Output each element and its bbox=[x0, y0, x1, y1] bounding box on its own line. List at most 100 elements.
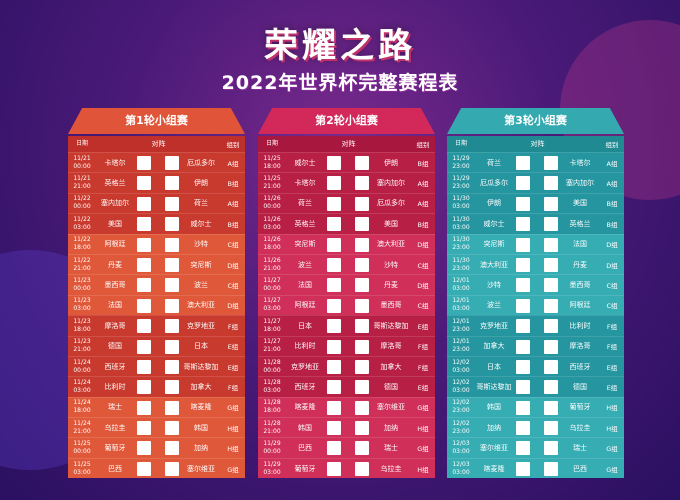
home-team: 葡萄牙 bbox=[104, 444, 126, 453]
home-team: 沙特 bbox=[487, 281, 501, 290]
match-time: 23:00 bbox=[452, 183, 470, 191]
away-team: 加纳 bbox=[384, 423, 398, 432]
score-box bbox=[544, 380, 558, 395]
away-team: 威尔士 bbox=[190, 219, 212, 228]
match-datetime: 11/30 03:00 bbox=[447, 195, 475, 211]
match-datetime: 11/26 00:00 bbox=[258, 195, 286, 211]
match-row: 12/01 23:00 克罗地亚 比利时 F组 bbox=[447, 315, 624, 336]
match-datetime: 11/27 00:00 bbox=[258, 277, 286, 293]
match-time: 03:00 bbox=[452, 223, 470, 231]
home-team: 瑞士 bbox=[108, 403, 122, 412]
match-datetime: 11/24 03:00 bbox=[68, 379, 96, 395]
score-box bbox=[544, 257, 558, 272]
match-group: H组 bbox=[606, 424, 618, 433]
home-team: 韩国 bbox=[298, 423, 312, 432]
match-row: 11/23 21:00 德国 日本 E组 bbox=[68, 335, 245, 356]
score-box bbox=[516, 400, 530, 415]
score-box bbox=[544, 339, 558, 354]
match-group: E组 bbox=[417, 383, 429, 392]
score-box bbox=[165, 176, 179, 191]
match-time: 00:00 bbox=[263, 366, 281, 374]
match-group: D组 bbox=[417, 282, 429, 291]
match-time: 23:00 bbox=[452, 244, 470, 252]
home-team: 荷兰 bbox=[487, 158, 501, 167]
home-team: 喀麦隆 bbox=[294, 403, 316, 412]
match-group: G组 bbox=[227, 404, 239, 413]
header-date: 日期 bbox=[265, 140, 278, 147]
score-box bbox=[544, 319, 558, 334]
match-pair: 墨西哥 波兰 bbox=[96, 275, 221, 294]
match-group: E组 bbox=[227, 363, 239, 372]
match-datetime: 12/02 23:00 bbox=[447, 420, 475, 436]
score-box bbox=[516, 359, 530, 374]
match-date: 11/30 bbox=[452, 195, 470, 203]
score-box bbox=[165, 441, 179, 456]
match-date: 11/26 bbox=[263, 236, 281, 244]
score-box bbox=[544, 359, 558, 374]
match-row: 11/26 00:00 荷兰 厄瓜多尔 A组 bbox=[258, 192, 435, 214]
score-box bbox=[355, 217, 369, 232]
match-group: A组 bbox=[417, 180, 429, 189]
match-group: H组 bbox=[227, 445, 239, 454]
away-team: 伊朗 bbox=[194, 179, 208, 188]
match-group: F组 bbox=[606, 343, 618, 352]
away-team: 哥斯达黎加 bbox=[373, 321, 409, 330]
match-time: 03:00 bbox=[73, 468, 91, 476]
score-box bbox=[544, 421, 558, 436]
home-team: 加纳 bbox=[487, 423, 501, 432]
score-box bbox=[355, 339, 369, 354]
match-group: E组 bbox=[606, 383, 618, 392]
match-time: 21:00 bbox=[263, 264, 281, 272]
match-date: 11/21 bbox=[73, 154, 91, 162]
score-box bbox=[165, 156, 179, 170]
score-box bbox=[327, 339, 341, 354]
away-team: 阿根廷 bbox=[569, 301, 591, 310]
match-datetime: 11/23 21:00 bbox=[68, 338, 96, 354]
match-group: A组 bbox=[417, 200, 429, 209]
score-box bbox=[165, 359, 179, 374]
match-row: 11/28 00:00 克罗地亚 加拿大 F组 bbox=[258, 355, 435, 377]
match-date: 11/27 bbox=[263, 317, 281, 325]
home-team: 威尔士 bbox=[483, 219, 505, 228]
match-pair: 葡萄牙 加纳 bbox=[96, 438, 221, 457]
match-date: 11/21 bbox=[73, 175, 91, 183]
score-box bbox=[355, 176, 369, 191]
match-group: A组 bbox=[606, 159, 618, 168]
match-datetime: 11/26 03:00 bbox=[258, 216, 286, 232]
match-time: 03:00 bbox=[263, 468, 281, 476]
match-pair: 喀麦隆 巴西 bbox=[475, 459, 600, 478]
match-group: B组 bbox=[417, 220, 429, 229]
score-box bbox=[165, 278, 179, 293]
match-datetime: 11/22 03:00 bbox=[68, 216, 96, 232]
match-datetime: 11/25 18:00 bbox=[258, 155, 286, 171]
match-time: 03:00 bbox=[452, 285, 470, 293]
away-team: 丹麦 bbox=[384, 281, 398, 290]
away-team: 摩洛哥 bbox=[380, 342, 402, 351]
match-time: 21:00 bbox=[73, 183, 91, 191]
match-date: 11/25 bbox=[263, 154, 281, 162]
score-box bbox=[137, 217, 151, 232]
match-group: C组 bbox=[227, 241, 239, 250]
match-date: 12/03 bbox=[452, 460, 470, 468]
match-date: 11/26 bbox=[263, 256, 281, 264]
match-time: 18:00 bbox=[73, 325, 91, 333]
match-time: 00:00 bbox=[73, 285, 91, 293]
score-box bbox=[165, 421, 179, 436]
table-header: 日期 对阵 组别 bbox=[447, 136, 624, 152]
match-datetime: 11/28 18:00 bbox=[258, 399, 286, 415]
match-datetime: 12/02 23:00 bbox=[447, 399, 475, 415]
match-date: 11/23 bbox=[73, 338, 91, 346]
round-title: 第3轮小组赛 bbox=[447, 108, 624, 134]
away-team: 塞内加尔 bbox=[566, 179, 594, 188]
away-team: 丹麦 bbox=[573, 260, 587, 269]
match-time: 00:00 bbox=[73, 448, 91, 456]
title: 荣耀之路 bbox=[264, 26, 416, 66]
match-datetime: 11/28 21:00 bbox=[258, 420, 286, 436]
home-team: 日本 bbox=[487, 362, 501, 371]
match-pair: 荷兰 卡塔尔 bbox=[475, 153, 600, 172]
away-team: 加纳 bbox=[194, 444, 208, 453]
match-datetime: 11/29 00:00 bbox=[258, 440, 286, 456]
match-row: 11/27 21:00 比利时 摩洛哥 F组 bbox=[258, 335, 435, 356]
match-group: E组 bbox=[606, 363, 618, 372]
match-row: 11/27 00:00 法国 丹麦 D组 bbox=[258, 274, 435, 295]
